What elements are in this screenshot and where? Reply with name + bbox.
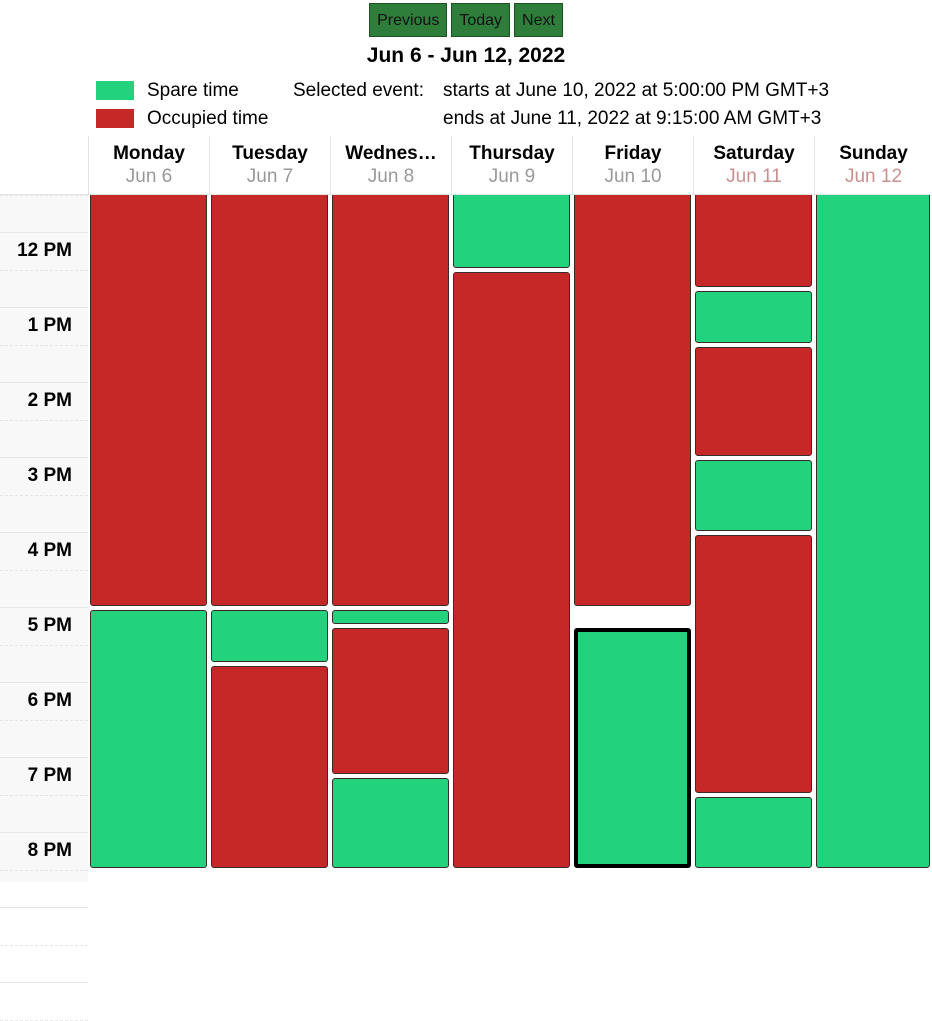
spare-time-event[interactable] <box>574 628 691 868</box>
spare-swatch <box>96 81 134 100</box>
legend-label: Occupied time <box>147 108 269 129</box>
calendar-toolbar: Previous Today Next <box>0 3 932 37</box>
spare-time-event[interactable] <box>695 290 812 343</box>
gutter-gridline <box>0 832 88 834</box>
day-header[interactable]: Saturday Jun 11 <box>693 136 814 194</box>
occupied-time-event[interactable] <box>211 665 328 868</box>
spare-time-event[interactable] <box>332 609 449 625</box>
day-header[interactable]: Friday Jun 10 <box>572 136 693 194</box>
gutter-gridline <box>0 494 88 496</box>
day-name: Monday <box>113 143 185 164</box>
time-label: 12 PM <box>17 240 72 262</box>
day-name: Tuesday <box>232 143 308 164</box>
gutter-gridline <box>0 682 88 684</box>
week-grid <box>0 195 932 882</box>
spare-time-event[interactable] <box>211 609 328 662</box>
spare-time-event[interactable] <box>816 195 930 868</box>
occupied-time-event[interactable] <box>574 195 691 606</box>
gutter-gridline <box>0 719 88 721</box>
selected-event-end: ends at June 11, 2022 at 9:15:00 AM GMT+… <box>443 108 822 129</box>
day-header[interactable]: Wednes… Jun 8 <box>330 136 451 194</box>
occupied-time-event[interactable] <box>90 195 207 606</box>
time-label: 7 PM <box>27 765 72 787</box>
gutter-gridline <box>0 232 88 234</box>
legend-label: Spare time <box>147 80 239 101</box>
day-name: Saturday <box>713 143 795 164</box>
gutter-gridline <box>0 607 88 609</box>
day-name: Thursday <box>469 143 555 164</box>
occupied-swatch <box>96 109 134 128</box>
spare-time-event[interactable] <box>453 195 570 268</box>
occupied-time-event[interactable] <box>332 628 449 775</box>
day-header[interactable]: Sunday Jun 12 <box>814 136 932 194</box>
day-name: Wednes… <box>345 143 437 164</box>
gutter-gridline <box>0 344 88 346</box>
gutter-gridline <box>0 907 88 909</box>
gutter-gridline <box>0 569 88 571</box>
time-label: 4 PM <box>27 540 72 562</box>
occupied-time-event[interactable] <box>332 195 449 606</box>
time-gutter: 12 PM 1 PM 2 PM 3 PM 4 PM 5 PM 6 PM 7 PM 8 PM <box>0 194 88 1021</box>
day-header[interactable]: Monday Jun 6 <box>88 136 209 194</box>
day-date: Jun 12 <box>844 166 903 187</box>
gutter-gridline <box>0 869 88 871</box>
today-button[interactable]: Today <box>451 3 511 37</box>
time-label: 5 PM <box>27 615 72 637</box>
time-label: 8 PM <box>27 840 72 862</box>
date-range-title: Jun 6 - Jun 12, 2022 <box>366 44 566 67</box>
gutter-gridline <box>0 532 88 534</box>
day-date: Jun 10 <box>604 166 662 187</box>
gutter-gridline <box>0 382 88 384</box>
gutter-gridline <box>0 457 88 459</box>
day-date: Jun 7 <box>246 166 294 187</box>
spare-time-event[interactable] <box>695 797 812 868</box>
day-date: Jun 9 <box>488 166 536 187</box>
occupied-time-event[interactable] <box>695 347 812 456</box>
spare-time-event[interactable] <box>332 778 449 868</box>
gutter-gridline <box>0 269 88 271</box>
day-date: Jun 11 <box>726 166 782 187</box>
occupied-time-event[interactable] <box>695 534 812 793</box>
occupied-time-event[interactable] <box>211 195 328 606</box>
day-header[interactable]: Thursday Jun 9 <box>451 136 572 194</box>
next-button[interactable]: Next <box>514 3 563 37</box>
gutter-gridline <box>0 194 88 196</box>
spare-time-event[interactable] <box>695 459 812 531</box>
day-name: Sunday <box>839 143 908 164</box>
day-date: Jun 6 <box>125 166 173 187</box>
gutter-gridline <box>0 794 88 796</box>
occupied-time-event[interactable] <box>453 272 570 868</box>
gutter-gridline <box>0 757 88 759</box>
previous-button[interactable]: Previous <box>369 3 448 37</box>
day-header[interactable]: Tuesday Jun 7 <box>209 136 330 194</box>
gutter-gridline <box>0 982 88 984</box>
selected-event-heading: Selected event: <box>293 80 424 101</box>
gutter-gridline <box>0 644 88 646</box>
time-label: 1 PM <box>27 315 72 337</box>
time-label: 3 PM <box>27 465 72 487</box>
occupied-time-event[interactable] <box>695 195 812 287</box>
time-label: 2 PM <box>27 390 72 412</box>
selected-event-start: starts at June 10, 2022 at 5:00:00 PM GM… <box>443 80 830 101</box>
day-name: Friday <box>604 143 662 164</box>
day-date: Jun 8 <box>367 166 415 187</box>
grid-divider <box>0 194 932 195</box>
gutter-gridline <box>0 307 88 309</box>
time-label: 6 PM <box>27 690 72 712</box>
gutter-gridline <box>0 419 88 421</box>
spare-time-event[interactable] <box>90 609 207 868</box>
gutter-gridline <box>0 944 88 946</box>
